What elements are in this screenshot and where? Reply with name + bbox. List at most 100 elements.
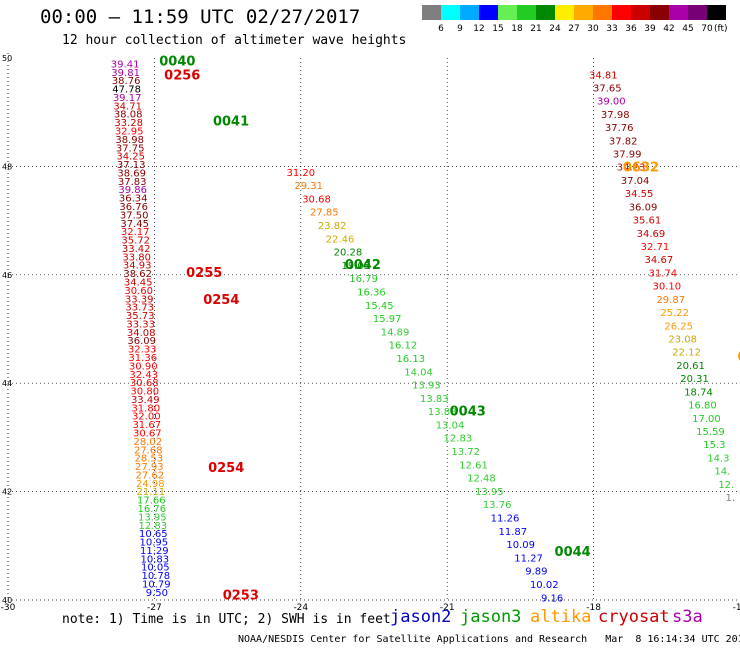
swh-value-label: 13.83 <box>420 394 449 405</box>
swh-value-label: 27.93 <box>135 462 164 473</box>
swh-value-label: 16.13 <box>396 354 425 365</box>
legend-tick-label: 42 <box>663 24 675 34</box>
y-tick-label: 40 <box>2 596 12 605</box>
credit-line: NOAA/NESDIS Center for Satellite Applica… <box>238 634 740 645</box>
swh-value-label: 16.36 <box>357 287 386 298</box>
legend-swatch <box>631 5 650 20</box>
swh-value-label: 39.17 <box>113 93 142 104</box>
swh-value-label: 9.89 <box>525 567 547 578</box>
swh-value-label: 27.85 <box>310 208 339 219</box>
swh-value-label: 36.76 <box>119 202 148 213</box>
legend-tick-label: 70 <box>701 24 713 34</box>
swh-value-label: 10.78 <box>142 571 171 582</box>
swh-value-label: 10.09 <box>506 540 535 551</box>
swh-value-label: 36.34 <box>119 194 148 205</box>
swh-value-label: 34.08 <box>127 328 156 339</box>
pass-time-label: 0254 <box>203 293 239 308</box>
swh-value-label: 22.46 <box>326 234 355 245</box>
pass-time-label: 0256 <box>164 68 200 83</box>
swh-value-label: 37.13 <box>117 160 146 171</box>
satellite-legend-item: jason2 <box>390 607 452 627</box>
swh-value-label: 38.08 <box>114 110 143 121</box>
swh-value-label: 1. <box>725 493 735 504</box>
pass-time-label: 0042 <box>345 258 381 273</box>
swh-value-label: 35.73 <box>126 311 155 322</box>
swh-value-label: 11.27 <box>514 553 543 564</box>
swh-value-label: 30.90 <box>129 361 158 372</box>
swh-value-label: 34.67 <box>645 255 674 266</box>
legend-swatch <box>574 5 593 20</box>
swh-value-label: 30.80 <box>130 387 159 398</box>
swh-value-label: 12.83 <box>444 434 473 445</box>
swh-value-label: 38.76 <box>112 76 141 87</box>
pass-time-label: 0043 <box>450 404 486 419</box>
swh-value-label: 14.04 <box>404 367 433 378</box>
swh-value-label: 34.69 <box>637 229 666 240</box>
swh-value-label: 38.69 <box>117 168 146 179</box>
swh-value-label: 30.67 <box>133 428 162 439</box>
swh-value-label: 13.04 <box>436 420 465 431</box>
x-tick-label: -24 <box>293 603 308 613</box>
swh-value-label: 31.36 <box>128 353 157 364</box>
swh-value-label: 27.68 <box>134 445 163 456</box>
swh-value-label: 13.72 <box>451 447 480 458</box>
swh-value-label: 10.95 <box>139 538 168 549</box>
legend-swatch <box>593 5 612 20</box>
swh-value-label: 13.93 <box>412 381 441 392</box>
legend-tick-label: 18 <box>511 24 523 34</box>
satellite-legend-item: altika <box>530 607 592 627</box>
legend-swatch <box>441 5 460 20</box>
swh-value-label: 22.12 <box>672 348 701 359</box>
swh-value-label: 20.31 <box>680 374 709 385</box>
legend-tick-label: 39 <box>644 24 656 34</box>
swh-value-label: 30.60 <box>124 286 153 297</box>
legend-tick-label: 30 <box>587 24 599 34</box>
swh-value-label: 13.88 <box>428 407 457 418</box>
swh-value-label: 25.22 <box>660 308 689 319</box>
swh-value-label: 20.28 <box>334 248 363 259</box>
swh-value-label: 34.81 <box>589 70 618 81</box>
legend-swatch <box>479 5 498 20</box>
swh-value-label: 34.55 <box>625 189 654 200</box>
swh-value-label: 34.71 <box>113 101 142 112</box>
swh-value-label: 11.29 <box>140 546 169 557</box>
legend-unit-label: (ft) <box>714 24 728 34</box>
swh-value-label: 10.65 <box>139 529 168 540</box>
swh-value-label: 31.20 <box>286 168 315 179</box>
legend-swatch <box>517 5 536 20</box>
swh-value-label: 34.23 <box>617 163 646 174</box>
swh-value-label: 23.82 <box>318 221 347 232</box>
swh-value-label: 36.09 <box>127 336 156 347</box>
legend-tick-label: 24 <box>549 24 561 34</box>
swh-value-label: 37.98 <box>601 110 630 121</box>
swh-value-label: 15.3 <box>703 440 725 451</box>
swh-value-label: 18.74 <box>684 387 713 398</box>
swh-value-label: 13.95 <box>138 512 167 523</box>
y-tick-label: 50 <box>2 54 12 63</box>
swh-value-label: 15.97 <box>373 314 402 325</box>
swh-value-label: 10.79 <box>142 579 171 590</box>
pass-time-label: 0044 <box>555 545 591 560</box>
swh-value-label: 31.74 <box>649 268 678 279</box>
swh-value-label: 11.87 <box>499 527 528 538</box>
swh-value-label: 33.80 <box>122 252 151 263</box>
y-tick-label: 42 <box>2 488 12 497</box>
pass-time-label: 0255 <box>186 266 222 281</box>
swh-value-label: 34.25 <box>116 152 145 163</box>
legend-tick-label: 33 <box>606 24 618 34</box>
swh-value-label: 30.68 <box>302 194 331 205</box>
swh-value-label: 12.61 <box>459 460 488 471</box>
swh-value-label: 37.76 <box>605 123 634 134</box>
legend-tick-label: 9 <box>457 24 463 34</box>
swh-value-label: 37.50 <box>120 210 149 221</box>
swh-value-label: 35.72 <box>121 236 150 247</box>
swh-value-label: 13.95 <box>475 487 504 498</box>
legend-swatch <box>612 5 631 20</box>
swh-value-label: 39.00 <box>597 97 626 108</box>
swh-value-label: 27.62 <box>135 470 164 481</box>
legend-swatch <box>707 5 726 20</box>
swh-value-label: 37.75 <box>116 143 145 154</box>
x-tick-label: -27 <box>147 603 162 613</box>
legend-tick-label: 27 <box>568 24 580 34</box>
swh-value-label: 28.02 <box>133 437 162 448</box>
